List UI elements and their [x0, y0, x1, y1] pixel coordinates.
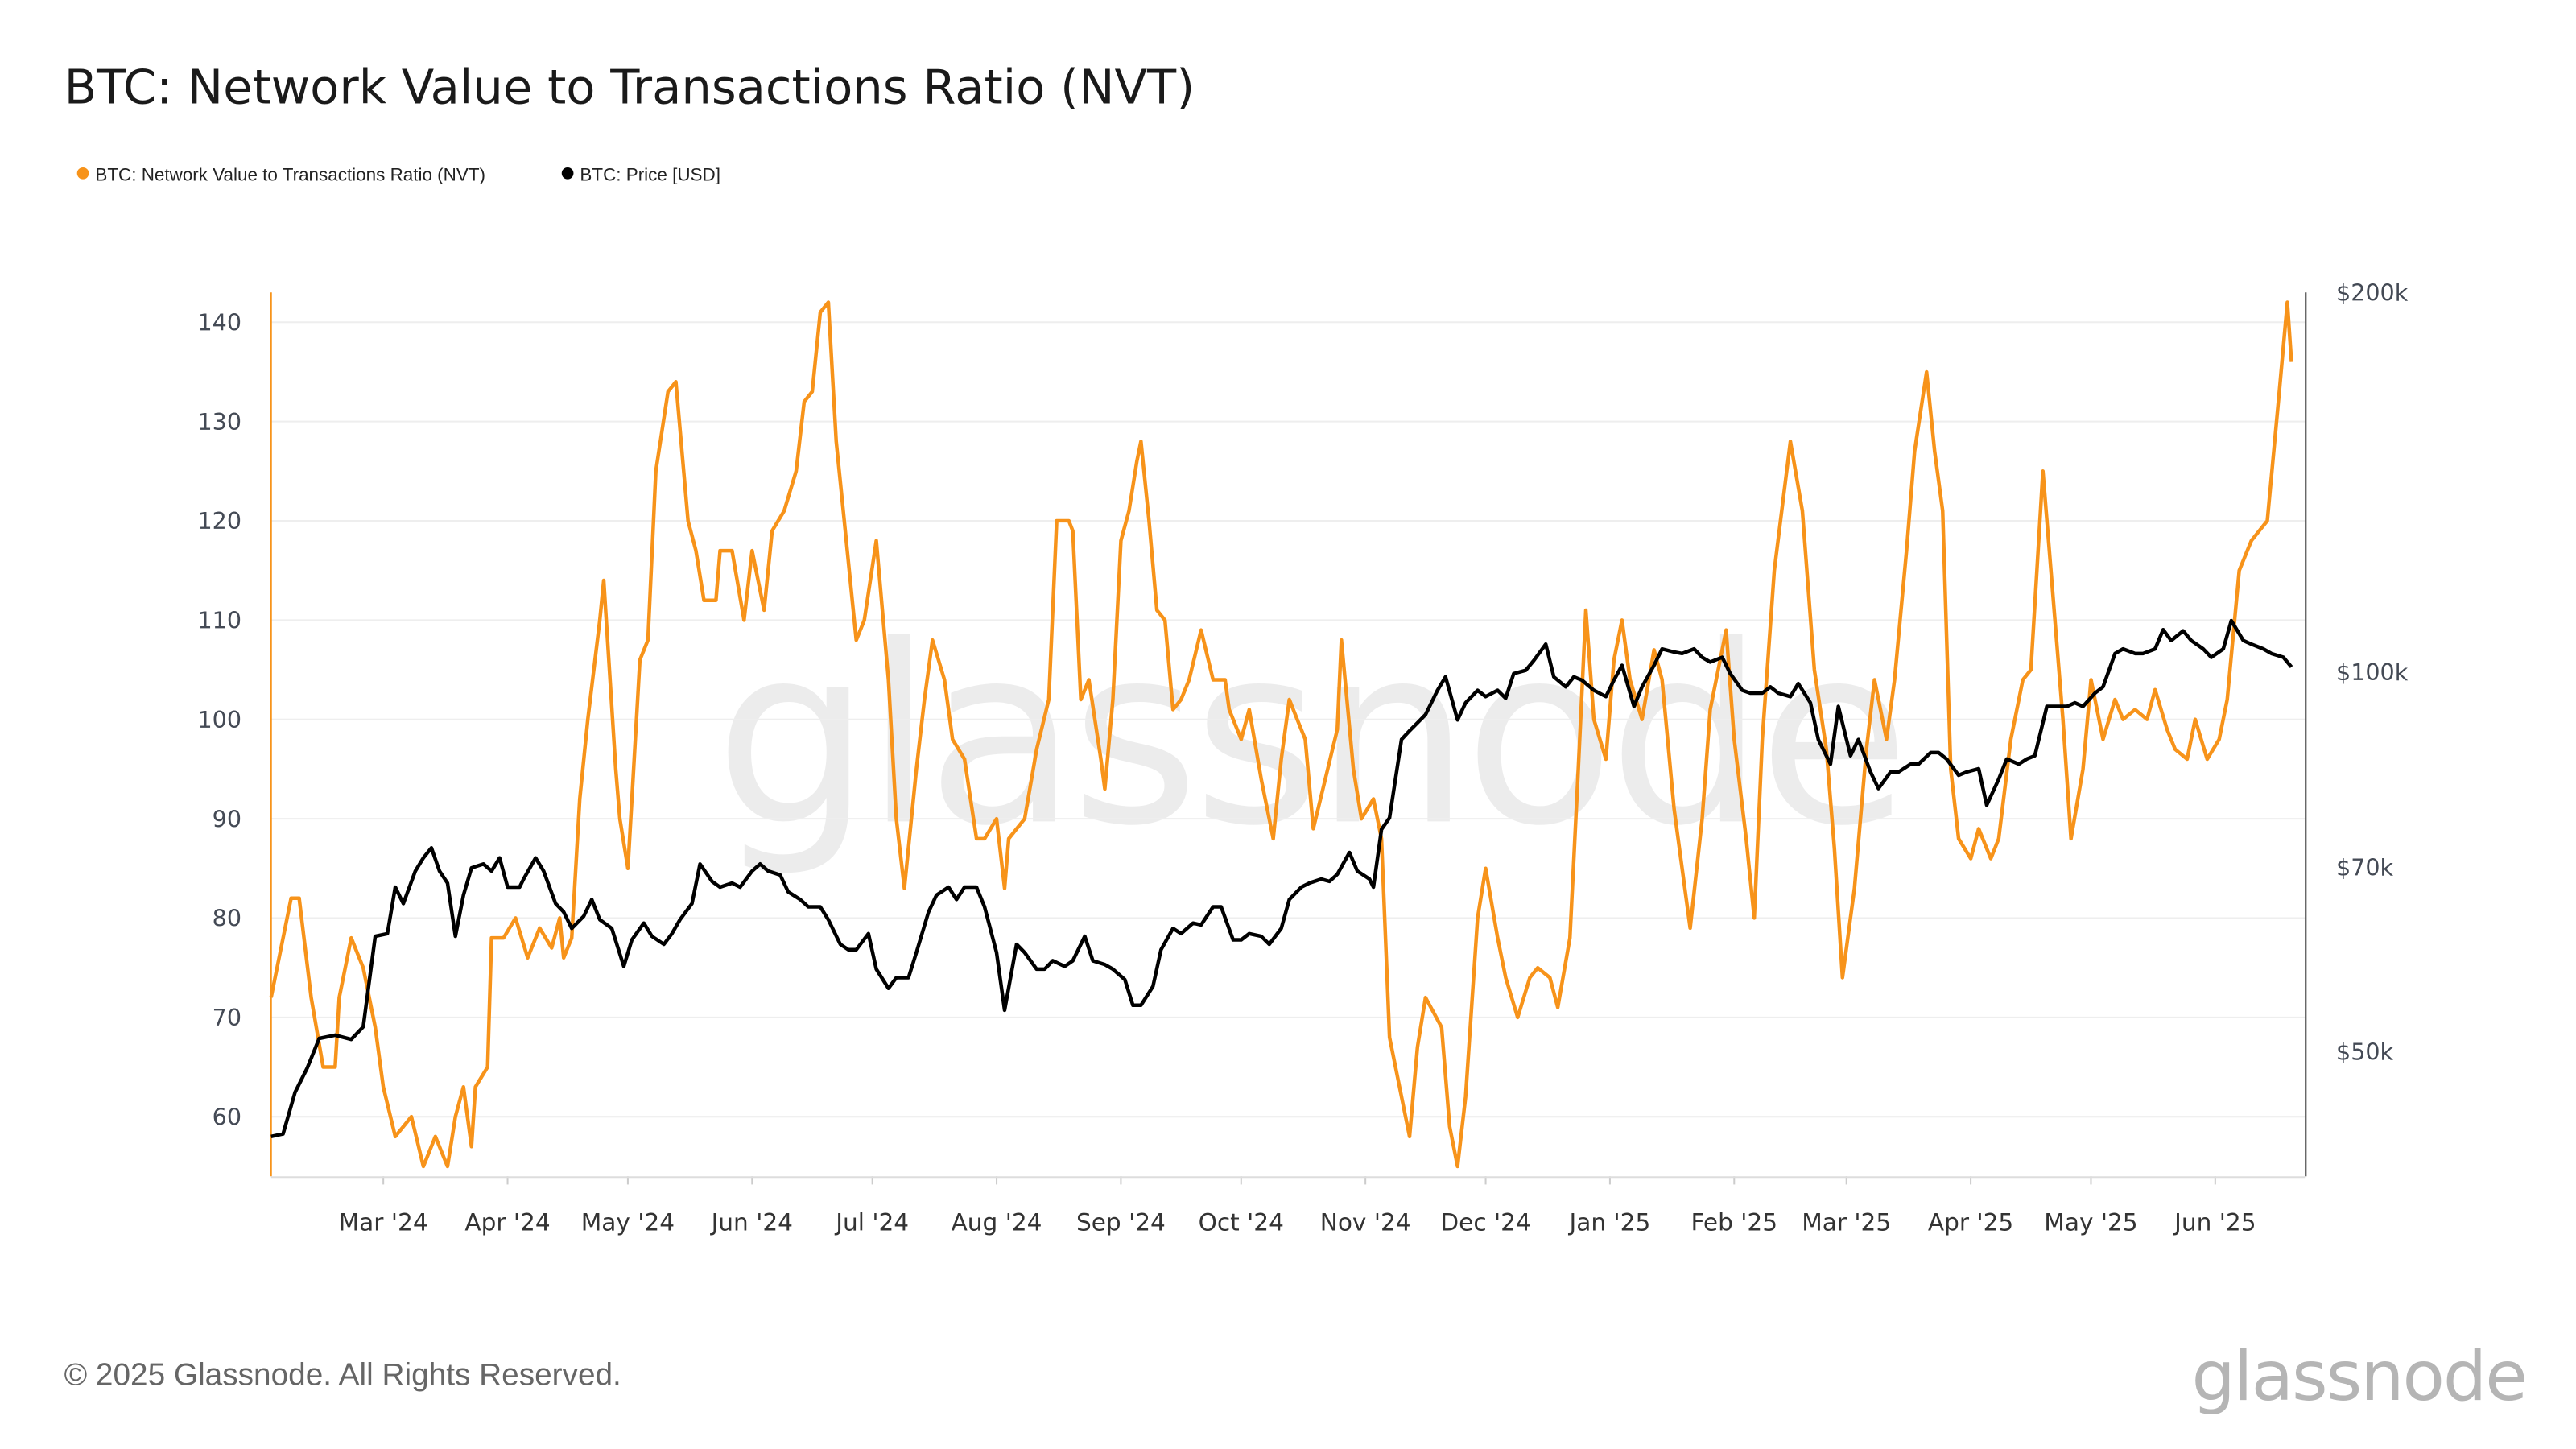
left-tick-label: 120 — [197, 507, 242, 535]
gridlines — [270, 321, 2306, 1118]
x-tick-label: Apr '25 — [1928, 1209, 2013, 1236]
x-tick-label: Dec '24 — [1440, 1209, 1530, 1236]
nvt-series-line[interactable] — [269, 300, 2293, 1169]
right-tick-label: $200k — [2336, 279, 2409, 306]
right-tick-label: $100k — [2336, 658, 2409, 686]
glassnode-logo: glassnode — [2191, 1336, 2526, 1417]
right-tick-label: $50k — [2336, 1038, 2394, 1065]
x-tick-label: Feb '25 — [1691, 1209, 1778, 1236]
x-tick-label: Nov '24 — [1320, 1209, 1411, 1236]
legend-item-nvt[interactable]: BTC: Network Value to Transactions Ratio… — [76, 164, 485, 184]
x-tick-label: May '25 — [2044, 1209, 2137, 1236]
left-tick-label: 90 — [213, 805, 242, 832]
left-tick-label: 140 — [197, 308, 242, 336]
watermark: glassnode — [715, 593, 1903, 880]
x-tick-label: Apr '24 — [464, 1209, 550, 1236]
chart-title: BTC: Network Value to Transactions Ratio… — [64, 60, 1195, 115]
legend-marker-nvt — [76, 167, 89, 180]
right-axis-labels: $200k $100k $70k $50k — [2336, 279, 2409, 1065]
x-tick-label: Sep '24 — [1076, 1209, 1166, 1236]
price-series-line[interactable] — [270, 618, 2293, 1139]
series-lines — [269, 300, 2293, 1169]
left-tick-label: 70 — [213, 1004, 242, 1031]
left-tick-label: 100 — [197, 706, 242, 733]
legend-label-price: BTC: Price [USD] — [580, 164, 720, 184]
x-tick-label: Aug '24 — [952, 1209, 1042, 1236]
x-tick-label: Jul '24 — [834, 1209, 909, 1236]
left-axis-labels: 60 70 80 90 100 110 120 130 140 — [197, 308, 242, 1130]
copyright: © 2025 Glassnode. All Rights Reserved. — [64, 1357, 621, 1392]
left-tick-label: 110 — [197, 607, 242, 634]
x-tick-label: Jan '25 — [1568, 1209, 1651, 1236]
x-tick-label: May '24 — [581, 1209, 675, 1236]
x-tick-label: Jun '24 — [710, 1209, 793, 1236]
left-tick-label: 130 — [197, 408, 242, 436]
legend-item-price[interactable]: BTC: Price [USD] — [561, 164, 720, 184]
right-tick-label: $70k — [2336, 853, 2394, 881]
legend-label-nvt: BTC: Network Value to Transactions Ratio… — [95, 164, 485, 184]
x-axis-labels: Mar '24 Apr '24 May '24 Jun '24 Jul '24 Aug '… — [339, 1176, 2256, 1236]
x-tick-label: Jun '25 — [2173, 1209, 2256, 1236]
legend: BTC: Network Value to Transactions Ratio… — [76, 164, 720, 184]
x-tick-label: Oct '24 — [1199, 1209, 1284, 1236]
left-tick-label: 60 — [213, 1103, 242, 1130]
left-tick-label: 80 — [213, 905, 242, 932]
x-tick-label: Mar '25 — [1802, 1209, 1891, 1236]
legend-marker-price — [561, 167, 574, 180]
x-tick-label: Mar '24 — [339, 1209, 428, 1236]
